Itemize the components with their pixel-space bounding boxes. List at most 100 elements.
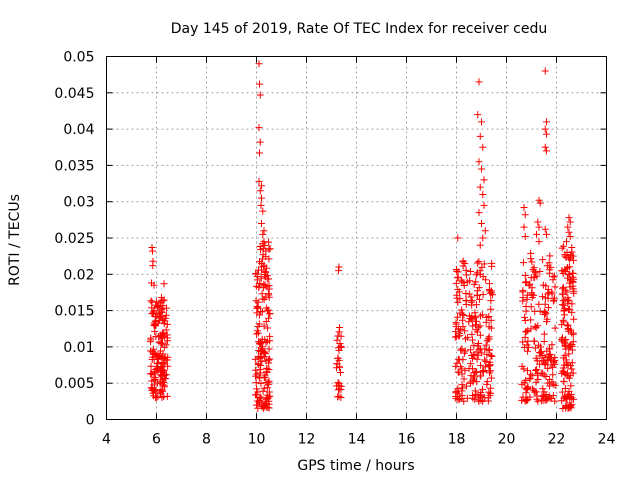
data-point xyxy=(482,276,490,284)
data-point xyxy=(266,355,274,363)
data-point xyxy=(468,330,476,338)
data-point xyxy=(524,347,532,355)
data-point xyxy=(521,333,529,341)
data-point xyxy=(539,256,547,264)
data-point xyxy=(568,329,576,337)
data-point xyxy=(252,391,260,399)
data-point xyxy=(568,300,576,308)
x-tick-label: 4 xyxy=(102,432,111,448)
data-point xyxy=(483,378,491,386)
data-point xyxy=(255,124,263,132)
data-point xyxy=(478,219,485,227)
data-point xyxy=(479,143,487,151)
data-point xyxy=(537,343,545,351)
data-point xyxy=(533,392,541,400)
data-point xyxy=(471,312,479,320)
data-point xyxy=(454,234,462,242)
data-point xyxy=(567,382,575,390)
data-point xyxy=(160,367,168,375)
data-point xyxy=(458,278,466,286)
data-point xyxy=(265,290,273,298)
data-point xyxy=(157,339,165,347)
data-point xyxy=(157,347,165,355)
data-point xyxy=(256,138,264,146)
data-point xyxy=(159,329,167,337)
data-point xyxy=(487,374,495,382)
data-point xyxy=(530,337,538,345)
data-point xyxy=(564,325,572,333)
data-point xyxy=(524,337,532,345)
data-point xyxy=(528,258,536,266)
data-point xyxy=(253,276,261,284)
data-point xyxy=(481,363,489,371)
data-point xyxy=(476,132,484,140)
data-point xyxy=(565,387,573,395)
grid-lines xyxy=(106,56,607,420)
data-point xyxy=(558,301,566,309)
data-point xyxy=(486,346,494,354)
data-point xyxy=(478,349,486,357)
data-point xyxy=(468,301,476,309)
data-point xyxy=(570,289,578,297)
data-point xyxy=(539,293,547,301)
data-point xyxy=(260,238,268,246)
data-point xyxy=(535,300,543,308)
data-point xyxy=(465,290,473,298)
data-point xyxy=(158,386,166,394)
data-point xyxy=(476,331,484,339)
data-point xyxy=(472,326,480,334)
data-point xyxy=(550,357,558,365)
data-point xyxy=(551,381,559,389)
data-point xyxy=(519,287,527,295)
data-point xyxy=(259,230,267,238)
x-tick-label: 6 xyxy=(152,432,161,448)
y-tick-label: 0.045 xyxy=(54,86,94,102)
data-point xyxy=(543,147,550,155)
data-point xyxy=(551,272,559,280)
data-point xyxy=(263,384,271,392)
data-point xyxy=(462,266,470,274)
data-point xyxy=(335,323,343,331)
data-point xyxy=(540,337,548,345)
data-point xyxy=(526,393,534,401)
data-point xyxy=(564,294,572,302)
y-tick-label: 0.01 xyxy=(63,340,94,356)
data-point xyxy=(151,375,159,383)
data-point xyxy=(147,334,155,342)
data-point xyxy=(256,353,264,361)
data-point xyxy=(265,345,273,353)
data-point xyxy=(157,371,165,379)
y-tick-label: 0.025 xyxy=(54,231,94,247)
data-point xyxy=(540,388,548,396)
data-point xyxy=(543,230,550,238)
data-point xyxy=(257,274,265,282)
data-point xyxy=(558,244,566,252)
data-point xyxy=(252,372,260,380)
data-point xyxy=(521,272,529,280)
data-point xyxy=(480,201,488,209)
data-point xyxy=(151,301,159,309)
data-point xyxy=(485,312,493,320)
data-point xyxy=(488,262,496,270)
data-point xyxy=(256,149,263,157)
data-point xyxy=(456,309,464,317)
data-point xyxy=(562,356,570,364)
data-point xyxy=(262,357,270,365)
data-point xyxy=(467,293,475,301)
data-point xyxy=(162,311,170,319)
data-point xyxy=(487,351,495,359)
data-point xyxy=(474,342,482,350)
data-point xyxy=(477,361,485,369)
data-point xyxy=(252,379,260,387)
data-point xyxy=(478,165,485,173)
data-point xyxy=(566,233,574,241)
x-axis-label: GPS time / hours xyxy=(297,458,414,474)
data-point xyxy=(255,266,263,274)
data-point xyxy=(562,345,570,353)
data-point xyxy=(255,320,263,328)
data-point xyxy=(540,330,548,338)
data-point xyxy=(558,397,566,405)
data-point xyxy=(519,259,527,267)
chart-title: Day 145 of 2019, Rate Of TEC Index for r… xyxy=(171,21,547,37)
data-point xyxy=(255,60,263,68)
